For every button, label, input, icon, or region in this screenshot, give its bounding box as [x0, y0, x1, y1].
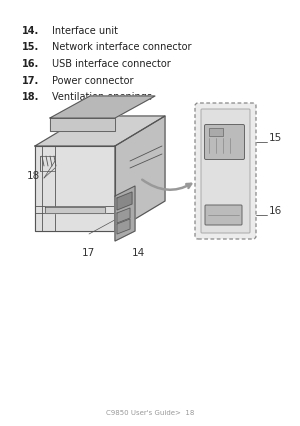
- Polygon shape: [115, 116, 165, 231]
- Text: Power connector: Power connector: [52, 75, 134, 86]
- FancyBboxPatch shape: [205, 124, 244, 159]
- Text: 14.: 14.: [22, 26, 39, 36]
- Text: 16: 16: [269, 206, 282, 216]
- Bar: [209, 128, 223, 136]
- Text: Network interface connector: Network interface connector: [52, 43, 191, 52]
- FancyBboxPatch shape: [205, 205, 242, 225]
- FancyArrowPatch shape: [142, 180, 191, 190]
- Polygon shape: [117, 192, 132, 210]
- Text: 16.: 16.: [22, 59, 39, 69]
- Polygon shape: [117, 219, 130, 234]
- Polygon shape: [35, 146, 115, 231]
- Text: USB interface connector: USB interface connector: [52, 59, 171, 69]
- Text: Interface unit: Interface unit: [52, 26, 118, 36]
- Polygon shape: [50, 118, 115, 131]
- FancyBboxPatch shape: [195, 103, 256, 239]
- Polygon shape: [117, 208, 130, 223]
- Polygon shape: [50, 96, 155, 118]
- Polygon shape: [35, 116, 165, 146]
- Text: 18.: 18.: [22, 92, 39, 102]
- Text: 15.: 15.: [22, 43, 39, 52]
- Polygon shape: [45, 207, 105, 213]
- Text: 18: 18: [27, 171, 40, 181]
- Text: 17.: 17.: [22, 75, 39, 86]
- FancyBboxPatch shape: [201, 109, 250, 233]
- Text: 17: 17: [82, 248, 95, 258]
- Text: 14: 14: [132, 248, 145, 258]
- Text: Ventilation openings: Ventilation openings: [52, 92, 152, 102]
- Text: 15: 15: [269, 133, 282, 143]
- Text: C9850 User's Guide>  18: C9850 User's Guide> 18: [106, 410, 194, 416]
- Polygon shape: [115, 186, 135, 241]
